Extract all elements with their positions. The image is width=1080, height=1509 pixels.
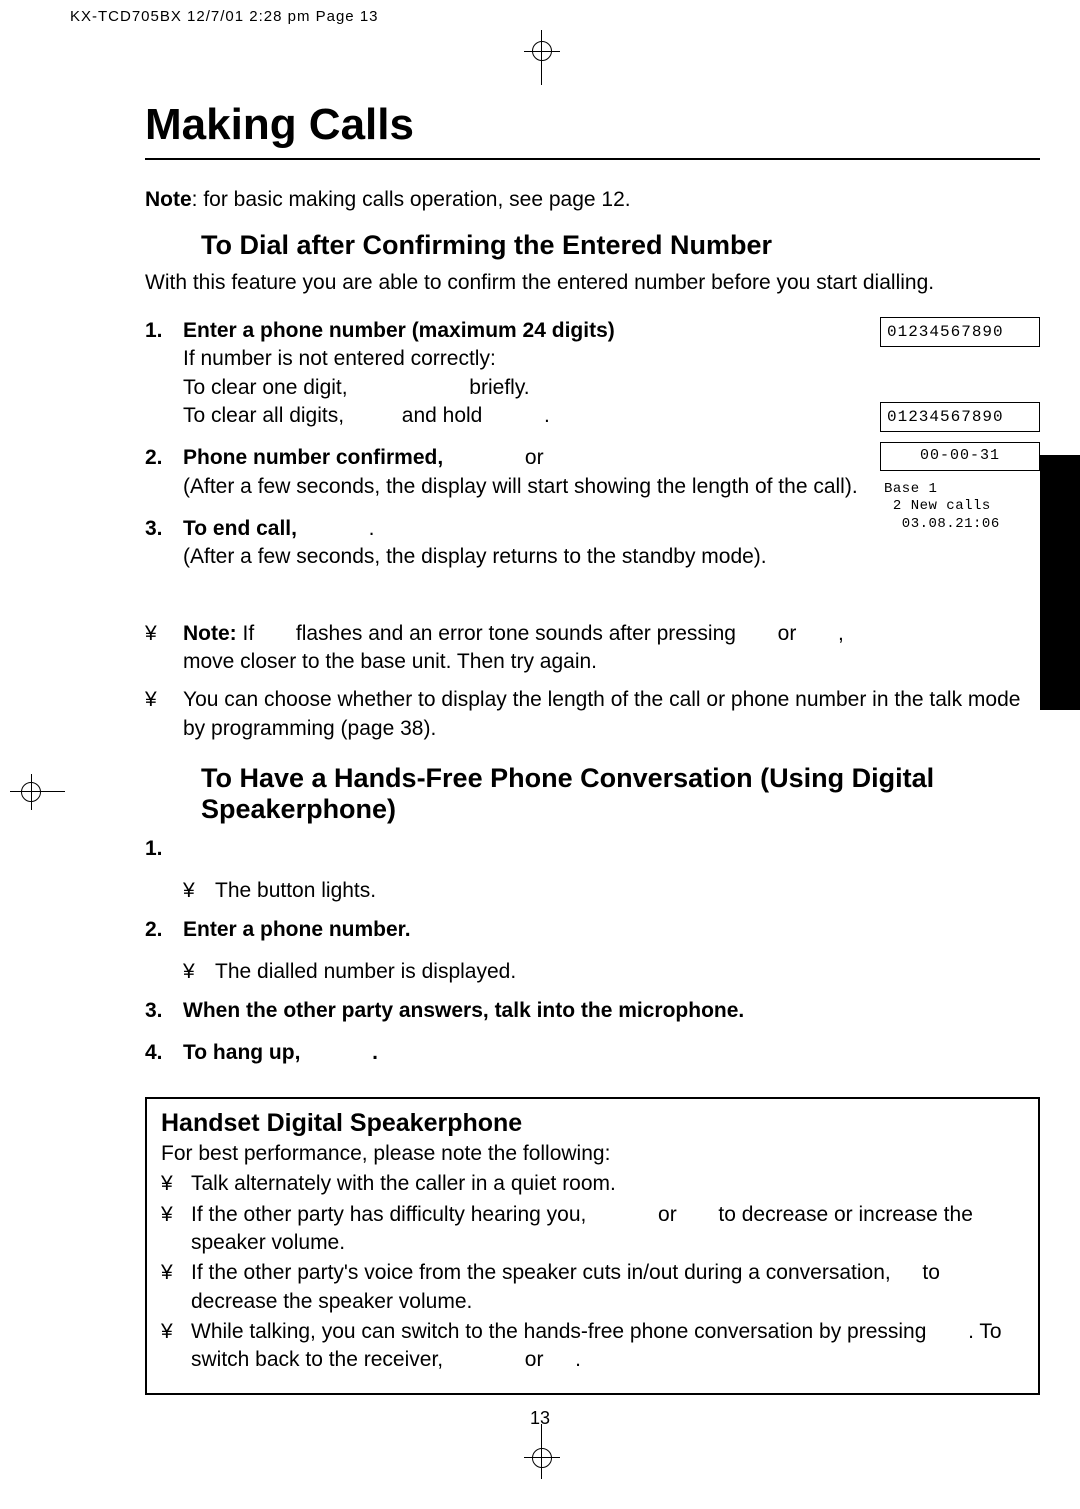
bullet-icon: ¥ (183, 877, 215, 905)
crop-mark-left-icon (10, 780, 65, 804)
lcd-display-1: 01234567890 (880, 317, 1040, 347)
box-b1-text: Talk alternately with the caller in a qu… (191, 1170, 1024, 1198)
display-column: 01234567890 01234567890 00-00-31 Base 1 … (880, 317, 1040, 533)
step-3-head: To end call, (183, 517, 297, 540)
box-bullet-2: ¥ If the other party has difficulty hear… (161, 1201, 1024, 1258)
page: KX-TCD705BX 12/7/01 2:28 pm Page 13 Maki… (0, 0, 1080, 1509)
tip-1-c: or (778, 622, 803, 645)
hf-step-2-sub-text: The dialled number is displayed. (215, 958, 1040, 986)
content-area: Making Calls Note: for basic making call… (145, 100, 1040, 1395)
hf-step-2-num: 2. (145, 916, 183, 944)
box-b2a: If the other party has difficulty hearin… (191, 1203, 592, 1226)
box-b4c: or (525, 1348, 550, 1371)
tip-1-d: , (838, 622, 844, 645)
bullet-icon: ¥ (161, 1259, 191, 1316)
box-b4d: . (575, 1348, 581, 1371)
hf-step-2-sub: ¥ The dialled number is displayed. (183, 958, 1040, 986)
tip-2-body: You can choose whether to display the le… (183, 686, 1040, 743)
step-2-num: 2. (145, 444, 183, 501)
step-2-head: Phone number confirmed, (183, 446, 443, 469)
intro-text: With this feature you are able to confir… (145, 271, 1040, 295)
crop-mark-top-icon (530, 30, 554, 85)
crop-mark-bottom-icon (530, 1424, 554, 1479)
page-number: 13 (0, 1408, 1080, 1429)
box-b3a: If the other party's voice from the spea… (191, 1261, 897, 1284)
note-line: Note: for basic making calls operation, … (145, 188, 1040, 212)
step-3-body: (After a few seconds, the display return… (183, 545, 767, 568)
lcd-display-2: 01234567890 (880, 402, 1040, 432)
step-1-head: Enter a phone number (maximum 24 digits) (183, 319, 615, 342)
bullet-icon: ¥ (145, 620, 183, 677)
hf-step-2-head: Enter a phone number. (183, 918, 411, 941)
step-1-l2a: To clear one digit, (183, 376, 348, 399)
box-title: Handset Digital Speakerphone (161, 1109, 1024, 1138)
tip-1-line2: move closer to the base unit. Then try a… (183, 650, 597, 673)
bullet-icon: ¥ (183, 958, 215, 986)
step-1-l3c: . (544, 404, 550, 427)
box-lead: For best performance, please note the fo… (161, 1142, 1024, 1166)
box-b2b: or (658, 1203, 683, 1226)
hf-step-1-num: 1. (145, 835, 183, 863)
tip-2: ¥ You can choose whether to display the … (145, 686, 1040, 743)
hf-step-4-head: To hang up, (183, 1041, 300, 1064)
step-2-body: (After a few seconds, the display will s… (183, 475, 858, 498)
hf-step-1: 1. (145, 835, 1040, 863)
steps-block: 01234567890 01234567890 00-00-31 Base 1 … (145, 317, 1040, 743)
hf-step-4: 4. To hang up, . (145, 1039, 1040, 1067)
box-b4a: While talking, you can switch to the han… (191, 1320, 932, 1343)
bullet-icon: ¥ (145, 686, 183, 743)
hf-step-3: 3. When the other party answers, talk in… (145, 997, 1040, 1025)
step-1-num: 1. (145, 317, 183, 430)
print-header: KX-TCD705BX 12/7/01 2:28 pm Page 13 (70, 8, 379, 25)
tip-1: ¥ Note: If flashes and an error tone sou… (145, 620, 1040, 677)
speakerphone-box: Handset Digital Speakerphone For best pe… (145, 1097, 1040, 1394)
hf-step-4-num: 4. (145, 1039, 183, 1067)
step-1-l3b: and hold (402, 404, 483, 427)
hf-step-1-sub-text: The button lights. (215, 877, 1040, 905)
hf-step-4-dot: . (372, 1041, 378, 1064)
hf-step-2: 2. Enter a phone number. (145, 916, 1040, 944)
lcd-display-3: 00-00-31 (880, 442, 1040, 471)
lcd-standby: Base 1 2 New calls 03.08.21:06 (880, 481, 1040, 534)
box-bullet-3: ¥ If the other party's voice from the sp… (161, 1259, 1024, 1316)
tip-1-b: flashes and an error tone sounds after p… (296, 622, 742, 645)
bullet-icon: ¥ (161, 1318, 191, 1375)
step-3-num: 3. (145, 515, 183, 572)
bullet-icon: ¥ (161, 1201, 191, 1258)
box-bullet-1: ¥ Talk alternately with the caller in a … (161, 1170, 1024, 1198)
note-text: : for basic making calls operation, see … (192, 188, 631, 211)
tip-1-prefix: Note: (183, 622, 237, 645)
tip-1-a: If (237, 622, 260, 645)
thumb-tab (1040, 455, 1080, 710)
hf-step-1-sub: ¥ The button lights. (183, 877, 1040, 905)
page-title: Making Calls (145, 100, 1040, 150)
section-dial-confirm: To Dial after Confirming the Entered Num… (201, 230, 1040, 261)
note-prefix: Note (145, 188, 192, 211)
hf-step-3-num: 3. (145, 997, 183, 1025)
hf-step-3-head: When the other party answers, talk into … (183, 999, 744, 1022)
section-handsfree: To Have a Hands-Free Phone Conversation … (201, 763, 1040, 825)
step-1-l3a: To clear all digits, (183, 404, 344, 427)
step-1-l1: If number is not entered correctly: (183, 347, 496, 370)
step-2-or: or (525, 446, 544, 469)
box-bullet-4: ¥ While talking, you can switch to the h… (161, 1318, 1024, 1375)
title-rule (145, 158, 1040, 160)
step-1-l2b: briefly. (469, 376, 529, 399)
bullet-icon: ¥ (161, 1170, 191, 1198)
step-3-dot: . (369, 517, 375, 540)
